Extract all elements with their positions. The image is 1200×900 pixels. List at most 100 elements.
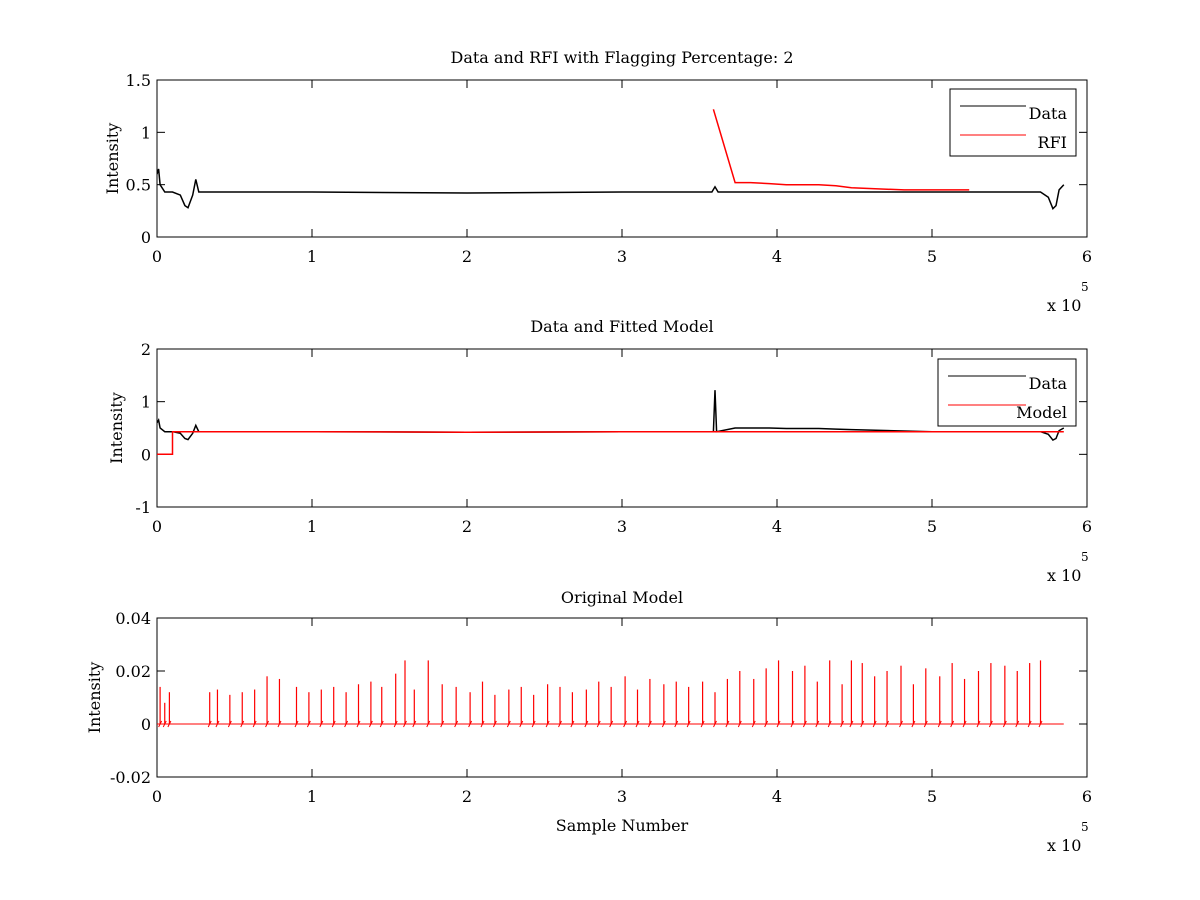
series-1-spike-base bbox=[962, 720, 967, 728]
x-exponent-label: x 10 bbox=[1047, 296, 1081, 315]
series-1-spike-base bbox=[531, 720, 536, 728]
series-1-spike-base bbox=[937, 720, 942, 728]
series-1-spike-base bbox=[277, 720, 282, 728]
chart-title: Data and Fitted Model bbox=[530, 317, 713, 336]
legend: Data RFI bbox=[949, 88, 1077, 157]
y-tick-label: 0.02 bbox=[115, 662, 151, 681]
series-1-spike-base bbox=[1027, 720, 1032, 728]
legend-box bbox=[937, 358, 1077, 427]
x-tick-label: 0 bbox=[152, 787, 162, 806]
series-1-spike-base bbox=[215, 720, 220, 728]
series-1-spike-base bbox=[635, 720, 640, 728]
legend-box bbox=[949, 88, 1077, 157]
axes-frame bbox=[156, 348, 1088, 508]
series-1-spike-base bbox=[713, 720, 717, 728]
series-1-spike-base bbox=[923, 720, 928, 728]
legend-label: Model bbox=[1016, 403, 1067, 422]
x-tick-label: 1 bbox=[307, 517, 317, 536]
series-1-spike-base bbox=[440, 720, 445, 728]
series-1-spike-base bbox=[545, 720, 550, 728]
series-1-spike-base bbox=[393, 720, 398, 728]
series-1-spike-base bbox=[860, 720, 865, 728]
x-tick-label: 2 bbox=[462, 517, 472, 536]
series-1-spike-base bbox=[570, 720, 575, 728]
series-1-spike-base bbox=[815, 720, 820, 728]
series-1-spike-base bbox=[207, 720, 212, 728]
series-1-spike-base bbox=[265, 720, 269, 728]
y-tick-label: 0 bbox=[141, 445, 151, 464]
x-tick-label: 6 bbox=[1082, 517, 1092, 536]
series-1-spike-base bbox=[764, 720, 769, 728]
series-1-spike-base bbox=[158, 720, 163, 728]
data-line bbox=[157, 168, 1065, 211]
series-1-spike-base bbox=[899, 720, 903, 728]
series-1-spike-base bbox=[1002, 720, 1007, 728]
x-exponent-power: 5 bbox=[1081, 550, 1089, 564]
x-exponent-power: 5 bbox=[1081, 820, 1089, 834]
x-axis-label: Sample Number bbox=[556, 816, 689, 835]
x-exponent-label: x 10 bbox=[1047, 566, 1081, 585]
series-1-spike-base bbox=[426, 720, 431, 728]
series-1-spike-base bbox=[609, 720, 614, 728]
y-tick-label: 0.5 bbox=[126, 176, 151, 195]
series-1-spike-base bbox=[240, 720, 245, 728]
series-1-spike-base bbox=[403, 720, 407, 728]
series-1-spike-base bbox=[480, 720, 485, 728]
y-axis-label: Intensity bbox=[107, 392, 126, 464]
chart-title: Original Model bbox=[561, 588, 683, 607]
series-1-spike-base bbox=[840, 720, 845, 728]
series-1-spike-base bbox=[623, 720, 628, 728]
y-tick-label: 0 bbox=[141, 715, 151, 734]
x-tick-label: 3 bbox=[617, 517, 627, 536]
rfi-line bbox=[712, 109, 970, 191]
series-1-spike-base bbox=[356, 720, 361, 728]
x-exponent-power: 5 bbox=[1081, 280, 1089, 294]
x-tick-label: 6 bbox=[1082, 247, 1092, 266]
series-1-spike-base bbox=[737, 720, 742, 728]
series-1-spike-base bbox=[647, 720, 652, 728]
series-1-spike-base bbox=[344, 720, 349, 728]
model-line bbox=[157, 430, 1064, 456]
series-1-spike-base bbox=[1038, 720, 1043, 728]
x-tick-label: 1 bbox=[307, 787, 317, 806]
series-1-spike-base bbox=[368, 720, 373, 728]
series-1-spike-base bbox=[319, 720, 324, 728]
series-1-spike-base bbox=[379, 720, 384, 728]
legend-label: RFI bbox=[1038, 133, 1067, 152]
series-1-spike-base bbox=[751, 720, 756, 728]
series-1-spike-base bbox=[252, 720, 257, 728]
legend-label: Data bbox=[1029, 104, 1068, 123]
series-1-spike-base bbox=[412, 720, 417, 728]
series-1-spike-base bbox=[331, 720, 336, 728]
series-1-spike-base bbox=[519, 720, 524, 728]
y-tick-label: 1 bbox=[141, 393, 151, 412]
series-1-spike-base bbox=[558, 720, 562, 728]
series-1-spike-base bbox=[468, 720, 473, 728]
series-1-spike-base bbox=[661, 720, 666, 728]
series-group bbox=[157, 109, 1065, 211]
series-1-spike-base bbox=[950, 720, 955, 728]
x-tick-label: 4 bbox=[772, 787, 782, 806]
x-tick-label: 5 bbox=[927, 787, 937, 806]
x-tick-label: 4 bbox=[772, 517, 782, 536]
y-tick-label: 2 bbox=[141, 340, 151, 359]
series-1-spike-base bbox=[167, 720, 172, 728]
series-1-spike-base bbox=[911, 720, 916, 728]
y-tick-label: 0.04 bbox=[115, 609, 151, 628]
series-1-spike-base bbox=[885, 720, 889, 728]
series-1-spike-base bbox=[162, 720, 167, 728]
series-group bbox=[157, 390, 1065, 456]
x-tick-label: 1 bbox=[307, 247, 317, 266]
y-tick-label: 0 bbox=[141, 228, 151, 247]
y-tick-label: 1.5 bbox=[126, 71, 151, 90]
series-1-spike-base bbox=[988, 720, 993, 728]
series-1-spike-base bbox=[584, 720, 589, 728]
chart-title: Data and RFI with Flagging Percentage: 2 bbox=[450, 48, 793, 67]
y-axis-label: Intensity bbox=[103, 123, 122, 195]
series-1-spike-base bbox=[686, 720, 691, 728]
series-1-spike-base bbox=[700, 720, 705, 728]
legend: Data Model bbox=[937, 358, 1077, 427]
y-tick-label: -0.02 bbox=[110, 768, 151, 787]
